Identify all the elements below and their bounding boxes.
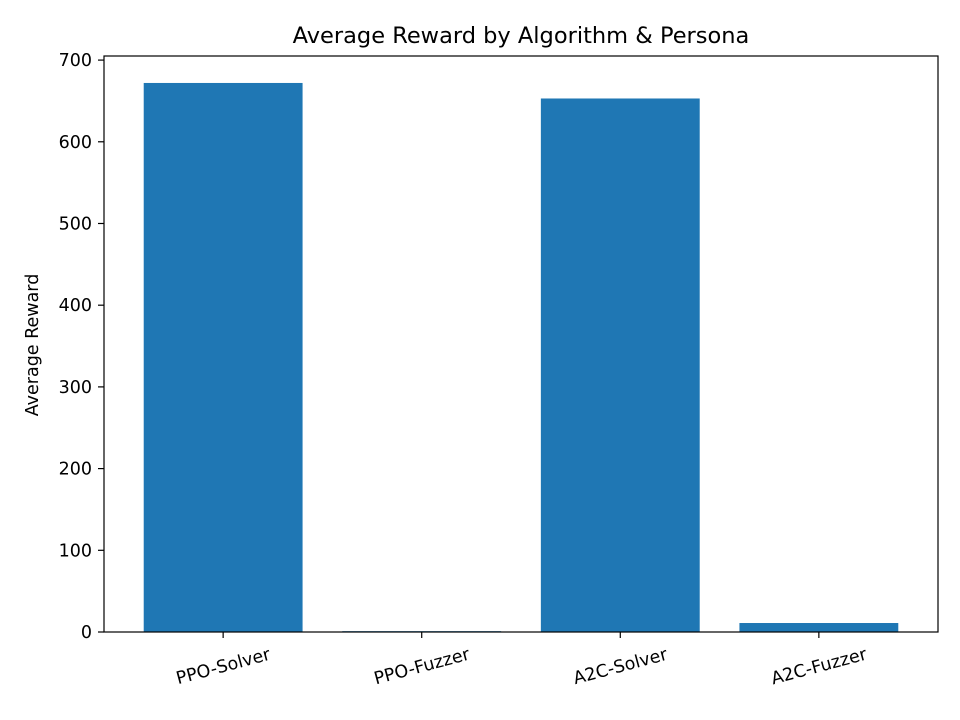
y-tick-label: 400 <box>59 296 92 316</box>
y-tick-label: 700 <box>59 51 92 71</box>
x-tick-label: A2C-Solver <box>571 645 670 690</box>
x-axis-ticks: PPO-Solver PPO-Fuzzer A2C-Solver A2C-Fuzzer <box>174 632 870 689</box>
bar-ppo-solver <box>143 82 303 633</box>
chart-title: Average Reward by Algorithm & Persona <box>293 23 750 49</box>
y-axis-ticks: 0 100 200 300 400 500 600 700 <box>59 51 104 643</box>
x-tick-label: A2C-Fuzzer <box>769 644 870 689</box>
bar-a2c-solver <box>540 98 700 632</box>
x-tick-label: PPO-Solver <box>174 645 273 690</box>
y-tick-label: 100 <box>59 541 92 561</box>
y-tick-label: 200 <box>59 460 92 480</box>
y-axis-label: Average Reward <box>23 274 43 417</box>
y-tick-label: 500 <box>59 214 92 234</box>
bars-group <box>143 82 899 633</box>
y-tick-label: 600 <box>59 133 92 153</box>
bar-a2c-fuzzer <box>739 623 899 632</box>
y-tick-label: 0 <box>81 623 92 643</box>
y-tick-label: 300 <box>59 378 92 398</box>
plot-frame <box>103 55 939 633</box>
x-tick-label: PPO-Fuzzer <box>372 644 473 689</box>
